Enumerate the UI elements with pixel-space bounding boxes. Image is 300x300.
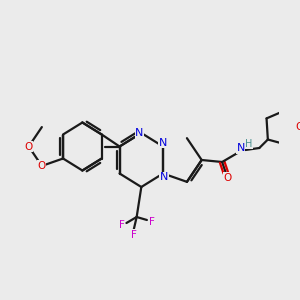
Text: O: O [38,161,46,171]
Text: N: N [236,143,245,153]
Text: N: N [159,137,167,148]
Text: H: H [245,139,253,149]
Text: O: O [295,122,300,132]
Text: F: F [148,217,154,227]
Text: N: N [135,128,144,138]
Text: N: N [160,172,168,182]
Text: O: O [224,173,232,183]
Text: F: F [131,230,137,240]
Text: F: F [119,220,125,230]
Text: O: O [25,142,33,152]
